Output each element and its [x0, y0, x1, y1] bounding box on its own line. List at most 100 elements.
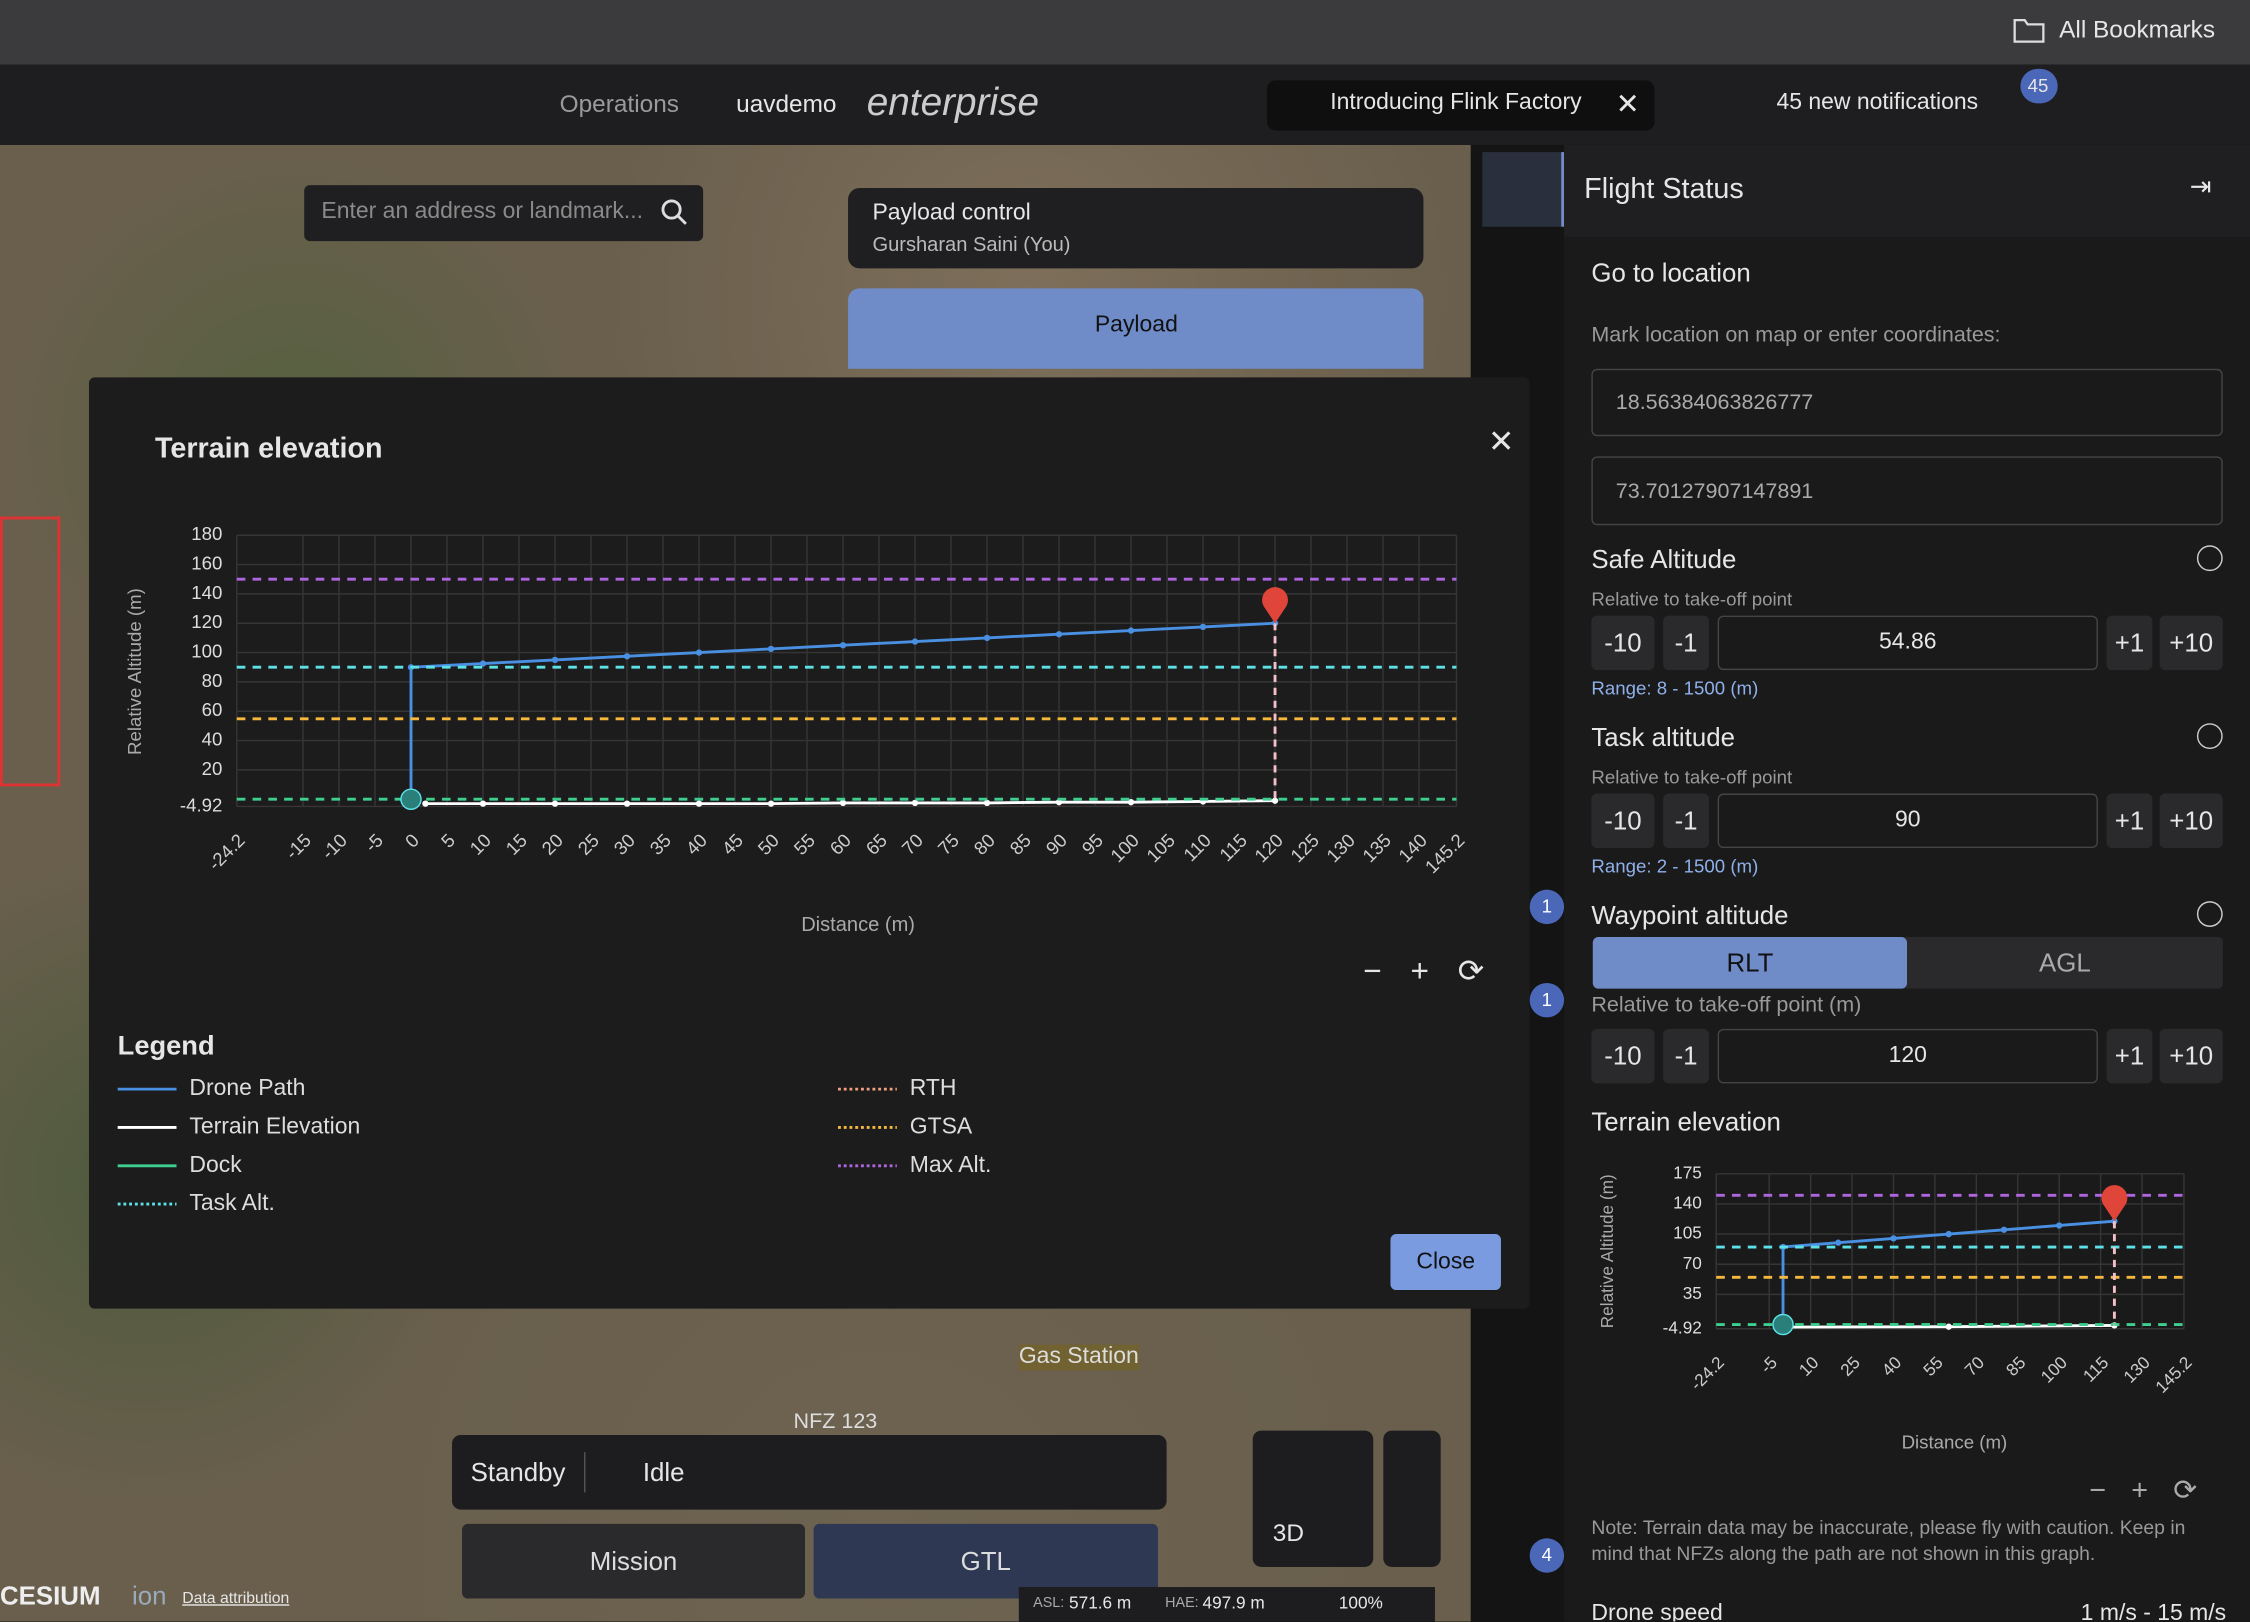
asl-label: ASL: [1033, 1595, 1065, 1612]
value: 18.56384063826777 [1615, 390, 1814, 415]
value: 73.70127907147891 [1615, 478, 1814, 503]
asl: 571.6 m [1069, 1592, 1132, 1613]
logo-suffix: ion [132, 1581, 167, 1611]
zoom-controls[interactable]: − + ⟳ [1363, 952, 1485, 989]
mode-agl[interactable]: AGL [1907, 937, 2223, 989]
step-button[interactable]: +10 [2159, 793, 2223, 849]
value: 54.86 [1879, 629, 1937, 655]
step-button[interactable]: +1 [2106, 1028, 2153, 1084]
org: uavdemo [736, 90, 837, 118]
help-icon[interactable] [2196, 545, 2223, 572]
label: -10 [1604, 805, 1642, 835]
block-title: Waypoint altitude [1591, 901, 1789, 930]
value: 120 [1888, 1043, 1927, 1068]
section-title: Go to location [1591, 258, 1751, 287]
step-button[interactable]: -1 [1663, 615, 1710, 671]
place-label: NFZ 123 [793, 1409, 878, 1434]
modal-close-x[interactable]: ✕ [1488, 423, 1515, 460]
value-input[interactable]: 54.86 [1717, 615, 2098, 671]
sidebar-tab[interactable] [1482, 152, 1566, 227]
notifications[interactable]: 45 new notifications [1776, 90, 1979, 115]
badge-count: 45 [2027, 74, 2049, 97]
label: -1 [1674, 1041, 1698, 1070]
panel [1564, 144, 2250, 1622]
map-controls [1252, 1430, 1374, 1567]
label: +10 [2169, 1041, 2214, 1070]
value-input[interactable]: 90 [1717, 793, 2098, 849]
nav-operations[interactable]: Operations [559, 90, 679, 118]
payload-title: Payload control [872, 200, 1031, 226]
step-button[interactable]: -10 [1591, 793, 1655, 849]
label: -10 [1604, 627, 1642, 657]
sidebar-badge: 1 [1529, 982, 1565, 1018]
search-placeholder: Enter an address or landmark... [321, 199, 644, 224]
nfz-zone [0, 516, 61, 787]
label: -1 [1674, 627, 1698, 657]
range: Range: 2 - 1500 (m) [1591, 855, 1759, 877]
place-label: Gas Station [1018, 1344, 1139, 1371]
gtl-button[interactable]: GTL [813, 1523, 1159, 1599]
step-button[interactable]: -1 [1663, 793, 1710, 849]
help-icon[interactable] [2196, 901, 2223, 927]
step-button[interactable]: +10 [2159, 615, 2223, 671]
label: Close [1416, 1249, 1476, 1274]
hae-label: HAE: [1165, 1595, 1199, 1612]
sidebar-badge: 4 [1529, 1538, 1565, 1573]
speed-label: Drone speed [1591, 1601, 1723, 1622]
step-button[interactable]: -10 [1591, 615, 1655, 671]
logo: CESIUM [0, 1581, 101, 1611]
lon-input[interactable]: 73.70127907147891 [1591, 456, 2223, 526]
step-button[interactable]: -1 [1663, 1028, 1710, 1084]
bookmarks[interactable]: All Bookmarks [2059, 15, 2216, 44]
map-tools [1383, 1430, 1441, 1567]
search-box[interactable] [304, 185, 704, 242]
label: +1 [2114, 1041, 2145, 1070]
block-title: Task altitude [1591, 723, 1735, 752]
battery: 100% [1338, 1592, 1383, 1613]
block-subtitle: Relative to take-off point [1591, 766, 1793, 788]
panel-header [1564, 144, 2250, 237]
step-button[interactable]: +1 [2106, 793, 2153, 849]
label: RLT [1726, 947, 1774, 977]
mission-button[interactable]: Mission [462, 1523, 806, 1599]
range: Range: 8 - 1500 (m) [1591, 677, 1759, 699]
lat-input[interactable]: 18.56384063826777 [1591, 368, 2223, 437]
block-subtitle: Relative to take-off point (m) [1591, 992, 1862, 1018]
label: +1 [2114, 805, 2145, 835]
view-toggle[interactable]: 3D [1272, 1519, 1304, 1547]
block-title: Safe Altitude [1591, 545, 1737, 574]
terrain-title: Terrain elevation [1591, 1107, 1781, 1137]
label: +10 [2169, 627, 2214, 657]
attribution[interactable]: Data attribution [182, 1589, 290, 1608]
divider [584, 1452, 586, 1493]
status-bar [452, 1434, 1167, 1510]
collapse[interactable]: ⇥ [2189, 172, 2212, 201]
browser-bar [0, 0, 2250, 65]
step-button[interactable]: -10 [1591, 1028, 1655, 1084]
telemetry-bar [1018, 1587, 1435, 1622]
modal-title: Terrain elevation [154, 433, 383, 465]
payload-tab[interactable] [848, 288, 1424, 369]
close-button[interactable]: Close [1390, 1234, 1501, 1291]
payload-user: Gursharan Saini (You) [872, 232, 1071, 256]
brand: enterprise [866, 80, 1040, 124]
step-button[interactable]: +1 [2106, 615, 2153, 671]
sidebar-badge: 1 [1529, 889, 1565, 925]
panel-title: Flight Status [1584, 173, 1744, 206]
label: +10 [2169, 805, 2214, 835]
value: 90 [1894, 807, 1921, 833]
promo-close[interactable]: ✕ [1615, 88, 1640, 121]
value-input[interactable]: 120 [1717, 1028, 2098, 1084]
app-header [0, 64, 2250, 145]
label: GTL [960, 1546, 1011, 1575]
step-button[interactable]: +10 [2159, 1028, 2223, 1084]
zoom-controls[interactable]: − + ⟳ [2089, 1475, 2198, 1507]
help-icon[interactable] [2196, 723, 2223, 750]
search-icon[interactable] [660, 198, 689, 227]
mode-rlt[interactable]: RLT [1592, 937, 1908, 989]
label: Mission [589, 1546, 678, 1575]
legend-title: Legend [117, 1031, 215, 1062]
promo[interactable] [1267, 80, 1655, 131]
